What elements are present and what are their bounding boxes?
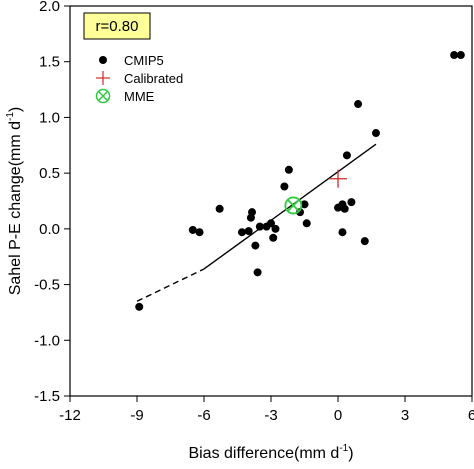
cmip5-point [237, 228, 246, 237]
cmip5-point [354, 100, 363, 109]
annotation-text: r=0.80 [96, 18, 139, 35]
legend: CMIP5 Calibrated MME [95, 53, 183, 104]
y-tick-label: -1.0 [34, 332, 60, 349]
cmip5-point [248, 208, 257, 217]
mme-point-ring [284, 196, 303, 215]
cmip5-point [251, 241, 260, 250]
x-tick-label: 3 [401, 407, 409, 424]
cmip5-point [342, 151, 351, 160]
x-axis-title: Bias difference(mm d-1) [188, 443, 353, 462]
cmip5-point [450, 51, 459, 60]
calibrated-point [329, 169, 347, 188]
x-tick-label: -3 [264, 407, 277, 424]
cmip5-point [360, 237, 369, 246]
data-points [135, 51, 465, 311]
cmip5-point [347, 198, 356, 207]
regression-dashed-segment [136, 268, 205, 302]
legend-mme-label: MME [124, 89, 155, 104]
legend-cmip5-marker [99, 56, 107, 64]
x-tick-label: -9 [130, 407, 143, 424]
cmip5-point [269, 233, 278, 242]
x-tick-label: -12 [59, 407, 81, 424]
y-tick-label: 0.0 [39, 221, 60, 238]
y-tick-label: -0.5 [34, 277, 60, 294]
cmip5-point [271, 224, 280, 233]
y-tick-label: 0.5 [39, 165, 60, 182]
cmip5-point [244, 227, 253, 236]
cmip5-point [302, 219, 311, 228]
cmip5-point [300, 200, 309, 209]
cmip5-point [188, 225, 197, 234]
x-tick-label: 0 [334, 407, 342, 424]
y-tick-label: 1.5 [39, 54, 60, 71]
cmip5-point [135, 302, 144, 311]
cmip5-point [456, 51, 465, 60]
cmip5-point [338, 228, 347, 237]
legend-cmip5-label: CMIP5 [124, 53, 164, 68]
cmip5-point [215, 204, 224, 213]
cmip5-point [255, 222, 264, 231]
y-tick-label: -1.5 [34, 388, 60, 405]
legend-mme-marker [95, 88, 111, 104]
correlation-annotation: r=0.80 [83, 12, 151, 40]
x-tick-label: 6 [468, 407, 474, 424]
axis-ticks: -12 -9 -6 -3 0 3 6 -1.5 -1.0 -0.5 0.0 0.5 1.0 1.5 2.0 [34, 0, 474, 424]
cmip5-point [280, 182, 289, 191]
mme-point-cross-b [287, 199, 300, 212]
cmip5-point [284, 165, 293, 174]
y-tick-label: 1.0 [39, 109, 60, 126]
cmip5-point [371, 129, 380, 138]
legend-calibrated-marker [96, 71, 110, 85]
regression-line [136, 143, 377, 302]
cmip5-point [340, 204, 349, 213]
x-tick-label: -6 [197, 407, 210, 424]
annotation-box [83, 12, 151, 40]
cmip5-point [195, 228, 204, 237]
mme-point [284, 196, 303, 215]
legend-calibrated-label: Calibrated [124, 71, 183, 86]
y-tick-label: 2.0 [39, 0, 60, 15]
regression-solid-segment [203, 143, 377, 270]
cmip5-point [253, 268, 262, 277]
cmip5-point [267, 219, 275, 228]
y-axis-title: Sahel P-E change(mm d-1) [5, 107, 24, 296]
